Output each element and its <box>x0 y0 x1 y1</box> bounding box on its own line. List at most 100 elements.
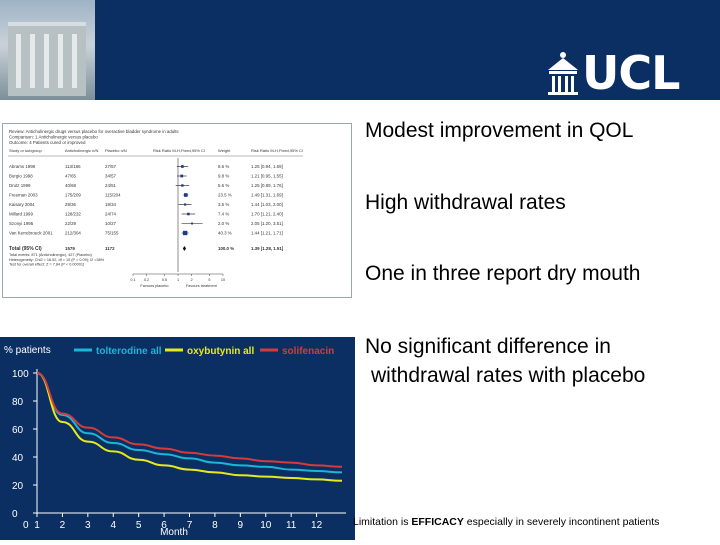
portico-icon <box>548 52 578 95</box>
building-column <box>30 34 35 88</box>
forest-tick-label: 5 <box>208 278 210 282</box>
forest-ac-value: 212/304 <box>65 231 81 236</box>
forest-ac-value: 47/65 <box>65 174 77 179</box>
legend-label: oxybutynin all <box>187 346 254 357</box>
forest-point <box>181 165 184 168</box>
legend-label: solifenacin <box>282 346 334 357</box>
forest-rr: 1.49 [1.31, 1.69] <box>251 193 283 198</box>
forest-ac-value: 22/29 <box>65 221 77 226</box>
bullet-text: Modest improvement in QOL <box>365 119 634 142</box>
x-tick-label: 7 <box>187 520 193 531</box>
x-tick-label: 3 <box>85 520 91 531</box>
x-tick-label: 10 <box>260 520 272 531</box>
forest-total-label: Total (95% CI) <box>9 246 42 252</box>
forest-rr: 1.21 [0.95, 1.55] <box>251 174 283 179</box>
persistence-chart-panel: % patients tolterodine all oxybutynin all s… <box>0 337 355 540</box>
forest-weight: 40.3 % <box>218 231 232 236</box>
forest-weight: 8.6 % <box>218 164 229 169</box>
forest-tick-label: 0.2 <box>144 278 149 282</box>
y-tick-label: 60 <box>12 425 24 436</box>
y-tick-label: 100 <box>12 369 29 380</box>
forest-weight: 5.6 % <box>218 183 229 188</box>
forest-point <box>191 222 193 225</box>
forest-plot: Review: Anticholinergic drugs versus pla… <box>8 129 303 288</box>
building-column <box>58 34 63 88</box>
forest-pl-value: 115/204 <box>105 193 121 198</box>
forest-pl-value: 24/74 <box>105 212 117 217</box>
y-axis-label: % patients <box>4 345 51 356</box>
forest-study-label: Kaisary 2004 <box>9 202 35 207</box>
forest-tick-label: 1 <box>177 278 179 282</box>
legend-label: tolterodine all <box>96 346 162 357</box>
forest-point <box>181 184 184 187</box>
forest-weight: 7.4 % <box>218 212 229 217</box>
building-column <box>72 34 77 88</box>
bullet-text: No significant difference in withdrawal … <box>365 332 715 390</box>
forest-rr: 1.70 [1.21, 2.40] <box>251 212 283 217</box>
forest-study-label: Drutz 1999 <box>9 183 31 188</box>
forest-study-label: Van Kerrebroeck 2001 <box>9 231 53 236</box>
forest-ac-value: 113/186 <box>65 164 81 169</box>
forest-study-label: Millard 1999 <box>9 212 33 217</box>
building-column <box>16 34 21 88</box>
forest-rr: 1.25 [0.94, 1.69] <box>251 164 283 169</box>
forest-plot-figure: Review: Anticholinergic drugs versus pla… <box>2 123 352 298</box>
forest-tick-label: 0.1 <box>130 278 135 282</box>
forest-study-label: Burgio 1998 <box>9 174 33 179</box>
origin-label: 0 <box>23 520 29 531</box>
forest-footer-line: Heterogeneity: Chi2 = 16.52, df = 10 (P … <box>9 258 105 262</box>
x-tick-label: 11 <box>286 520 297 531</box>
building-photo <box>0 0 95 100</box>
forest-point <box>180 174 184 178</box>
x-tick-label: 9 <box>238 520 244 531</box>
forest-tick-label: 2 <box>190 278 192 282</box>
forest-column-header: Placebo n/N <box>105 148 127 153</box>
forest-total-rr: 1.39 [1.28, 1.51] <box>251 246 284 251</box>
bullet-text: One in three report dry mouth <box>365 262 641 285</box>
forest-pl-value: 24/51 <box>105 183 117 188</box>
forest-weight: 9.8 % <box>218 174 229 179</box>
y-tick-label: 40 <box>12 453 24 464</box>
series-line <box>36 372 343 474</box>
x-tick-label: 2 <box>60 520 66 531</box>
forest-point <box>184 203 187 206</box>
footnote-post: especially in severely incontinent patie… <box>463 516 660 528</box>
y-tick-label: 20 <box>12 481 24 492</box>
footnote-pre: Limitation is <box>353 516 412 528</box>
forest-axis-left-label: Favours placebo <box>140 284 168 288</box>
x-tick-label: 1 <box>34 520 40 531</box>
forest-column-header: Anticholinergic n/N <box>65 148 98 153</box>
x-tick-label: 4 <box>110 520 116 531</box>
forest-study-label: Freeman 2003 <box>9 193 38 198</box>
forest-point <box>187 212 190 216</box>
x-tick-label: 12 <box>311 520 323 531</box>
forest-tick-label: 0.5 <box>162 278 167 282</box>
forest-total-pl: 1172 <box>105 246 115 251</box>
forest-pl-value: 10/27 <box>105 221 117 226</box>
y-tick-label: 0 <box>12 509 18 520</box>
forest-total-weight: 100.0 % <box>218 246 234 251</box>
forest-ac-value: 29/36 <box>65 202 77 207</box>
forest-rr: 1.25 [0.89, 1.76] <box>251 183 283 188</box>
forest-ac-value: 175/209 <box>65 193 81 198</box>
forest-point <box>183 193 188 197</box>
forest-ac-value: 128/232 <box>65 212 81 217</box>
forest-weight: 3.5 % <box>218 202 229 207</box>
forest-tick-label: 10 <box>221 278 225 282</box>
forest-pl-value: 19/34 <box>105 202 117 207</box>
forest-rr: 2.05 [1.20, 3.51] <box>251 221 283 226</box>
forest-header-line: Review: Anticholinergic drugs versus pla… <box>9 129 179 134</box>
forest-column-header: Risk Ratio M-H,Fixed,95% CI <box>251 148 303 153</box>
header-banner: UCL <box>0 0 720 100</box>
bullet-line: No significant difference in <box>365 335 611 358</box>
forest-total-ac: 1579 <box>65 246 75 251</box>
forest-column-header: Study or subgroup <box>9 148 42 153</box>
forest-rr: 1.44 [1.21, 1.71] <box>251 231 283 236</box>
forest-axis-right-label: Favours treatment <box>186 284 218 288</box>
building-column <box>44 34 49 88</box>
forest-header-line: Comparison: 1 Anticholinergic versus pla… <box>9 135 98 140</box>
bullet-line: withdrawal rates with placebo <box>371 364 646 387</box>
forest-rr: 1.44 [1.03, 2.00] <box>251 202 283 207</box>
forest-pl-value: 34/57 <box>105 174 117 179</box>
ucl-logo: UCL <box>545 46 715 100</box>
